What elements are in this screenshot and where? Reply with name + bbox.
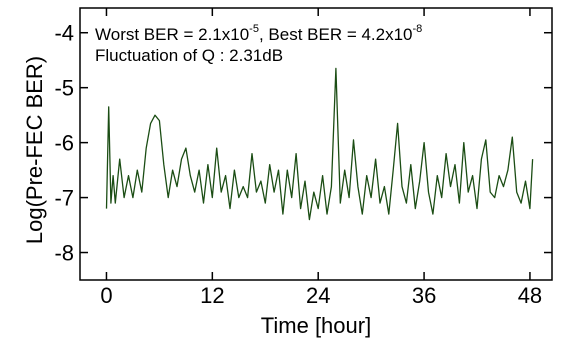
x-tick-label: 0	[100, 283, 112, 308]
plot-frame	[79, 7, 553, 281]
series-line	[105, 67, 534, 221]
x-tick-labels: 0 12 24 36 48	[100, 283, 542, 308]
annotation-ber: Worst BER = 2.1x10-5, Best BER = 4.2x10-…	[95, 23, 422, 44]
x-tick-label: 36	[412, 283, 436, 308]
y-axis-title: Log(Pre-FEC BER)	[22, 56, 47, 244]
y-tick-label: -7	[54, 186, 74, 211]
y-tick-label: -6	[54, 131, 74, 156]
y-tick-label: -4	[54, 21, 74, 46]
axis-ticks	[80, 8, 552, 280]
x-tick-label: 12	[200, 283, 224, 308]
annotation-q-fluctuation: Fluctuation of Q : 2.31dB	[95, 46, 283, 65]
y-tick-labels: -4 -5 -6 -7 -8	[54, 21, 74, 266]
y-tick-label: -5	[54, 76, 74, 101]
y-tick-label: -8	[54, 241, 74, 266]
x-tick-label: 24	[306, 283, 330, 308]
x-axis-title: Time [hour]	[261, 313, 371, 338]
x-tick-label: 48	[518, 283, 542, 308]
